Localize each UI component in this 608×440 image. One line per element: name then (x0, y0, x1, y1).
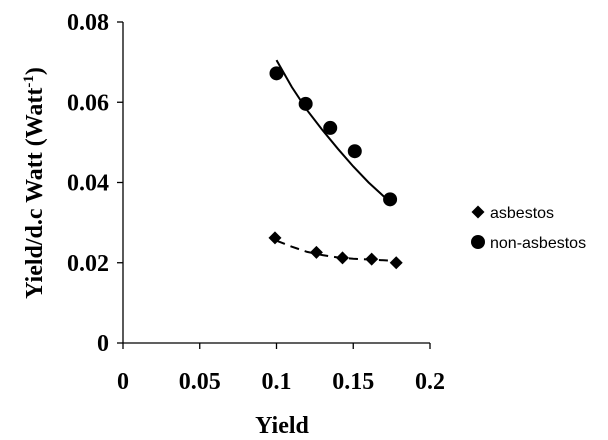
y-axis-title-close: ) (22, 67, 48, 75)
x-tick-label: 0.05 (179, 369, 221, 395)
asbestos-point (268, 231, 282, 245)
legend: asbestos non-asbestos (471, 205, 586, 252)
asbestos-point (336, 251, 350, 265)
asbestos-point (389, 256, 403, 270)
legend-non-asbestos-marker (471, 235, 485, 249)
asbestos-point (365, 252, 379, 266)
non-asbestos-point (269, 66, 284, 81)
y-tick-label: 0.06 (67, 90, 109, 116)
x-tick-labels: 0 0.05 0.1 0.15 0.2 (117, 343, 445, 395)
y-axis-title-main: Yield/d.c Watt (Watt (22, 88, 48, 299)
y-tick-label: 0 (97, 331, 109, 357)
asbestos-point (309, 245, 323, 259)
x-axis-title: Yield (255, 413, 309, 439)
y-tick-label: 0.02 (67, 251, 109, 277)
x-tick-label: 0 (117, 369, 129, 395)
data-points (268, 66, 403, 270)
trend-lines (275, 59, 394, 262)
y-tick-labels: 0 0.02 0.04 0.06 0.08 (67, 10, 123, 357)
x-tick-label: 0.2 (415, 369, 445, 395)
y-tick-label: 0.04 (67, 171, 109, 197)
legend-asbestos-marker (471, 205, 485, 219)
non-asbestos-point (323, 120, 338, 135)
y-tick-label: 0.08 (67, 10, 109, 36)
non-asbestos-point (298, 96, 313, 111)
non-asbestos-trend-line (275, 59, 393, 202)
y-axis-title: Yield/d.c Watt (Watt-1) (21, 67, 48, 299)
non-asbestos-point (383, 192, 398, 207)
x-tick-label: 0.15 (332, 369, 374, 395)
y-axis-title-superscript: -1 (21, 75, 37, 88)
legend-non-asbestos-label: non-asbestos (490, 235, 586, 252)
legend-asbestos-label: asbestos (490, 205, 554, 222)
non-asbestos-point (347, 144, 362, 159)
x-tick-label: 0.1 (262, 369, 292, 395)
